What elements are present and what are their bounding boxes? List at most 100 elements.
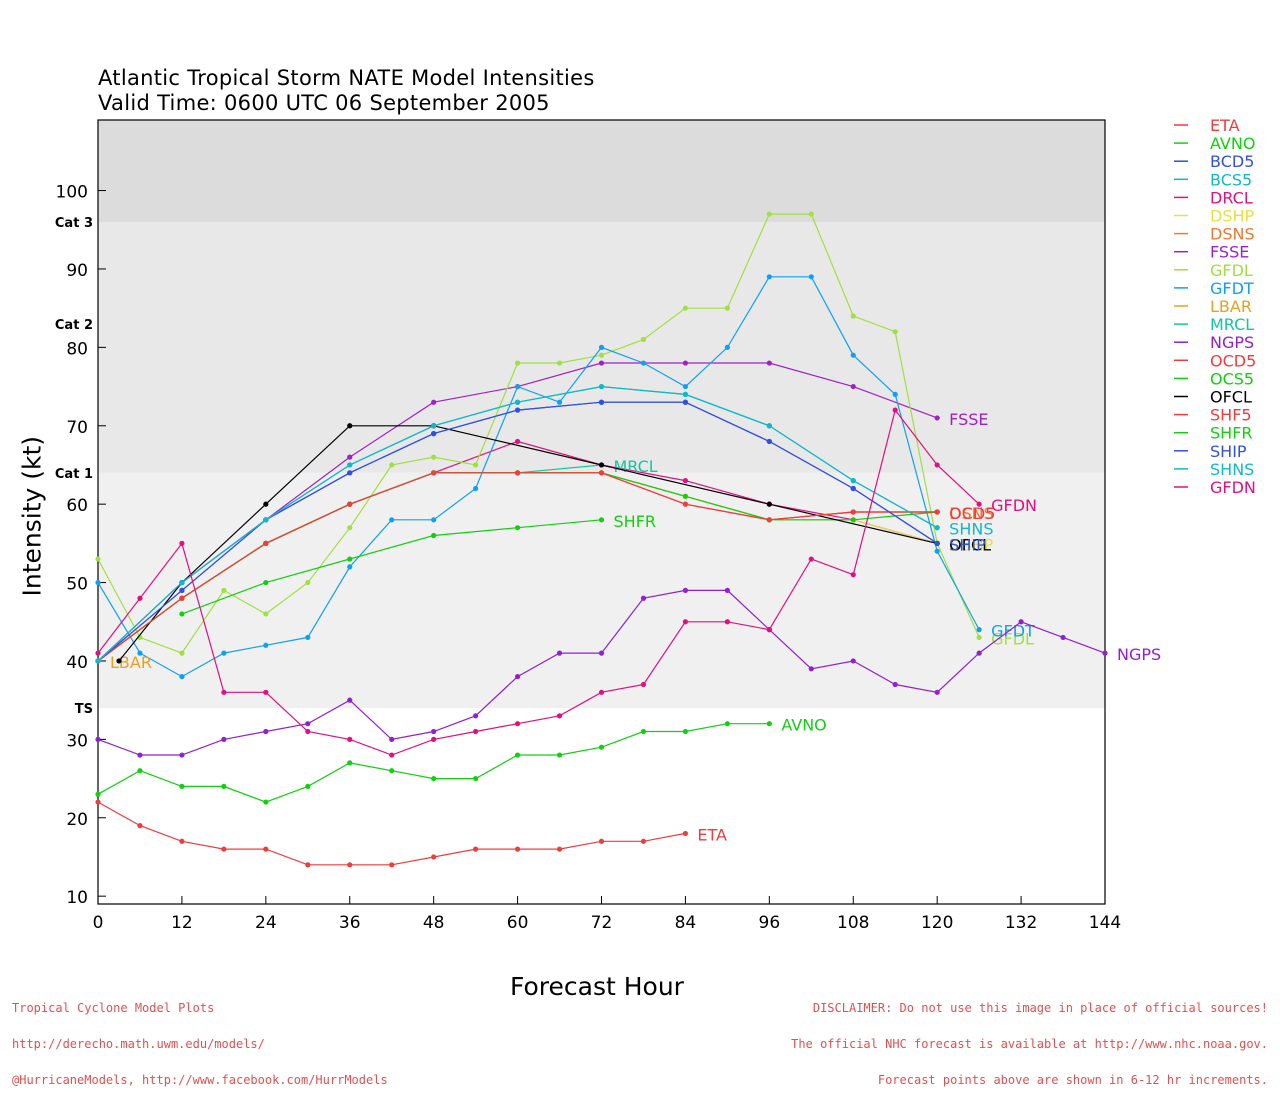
data-point — [431, 431, 437, 437]
data-point — [263, 799, 269, 805]
data-point — [598, 462, 605, 468]
data-point — [514, 525, 521, 531]
data-point — [892, 329, 898, 335]
data-point — [934, 548, 940, 554]
series-line — [181, 519, 602, 615]
data-point — [95, 650, 101, 656]
data-point — [766, 438, 772, 445]
data-point — [263, 579, 269, 586]
x-axis-label: Forecast Hour — [510, 972, 684, 1001]
data-point — [514, 721, 521, 727]
legend-label: SHF5 — [1210, 406, 1252, 425]
data-point — [766, 627, 772, 633]
legend-item: AVNO — [1174, 134, 1255, 153]
data-point — [766, 423, 772, 429]
data-point — [347, 462, 353, 468]
data-point — [850, 509, 856, 515]
series-line — [97, 408, 980, 756]
data-point — [766, 517, 772, 523]
x-tick-label: 60 — [507, 913, 529, 933]
data-point — [179, 595, 185, 601]
data-point — [305, 862, 311, 868]
legend-item: OCS5 — [1174, 369, 1254, 388]
x-tick-label: 108 — [837, 913, 869, 933]
series-gfdn: GFDN — [95, 407, 1037, 758]
legend-item: BCD5 — [1174, 152, 1254, 171]
data-point — [431, 532, 437, 539]
data-point — [221, 736, 227, 742]
data-point — [976, 634, 982, 641]
legend-label: SHIP — [1210, 442, 1247, 461]
x-tick-label: 120 — [921, 913, 953, 933]
y-tick-label: 60 — [66, 496, 88, 516]
data-point — [682, 493, 689, 499]
y-tick-label: 40 — [66, 653, 88, 673]
data-point — [514, 674, 521, 680]
legend-item: FSSE — [1174, 243, 1249, 262]
data-point — [347, 525, 353, 531]
x-tick-label: 24 — [255, 913, 277, 933]
footer-credit-line[interactable]: http://derecho.math.uwm.edu/models/ — [12, 1037, 265, 1051]
data-point — [473, 775, 479, 782]
data-point — [598, 470, 605, 476]
legend-label: GFDL — [1210, 261, 1253, 280]
data-point — [263, 540, 269, 546]
legend-label: SHNS — [1210, 460, 1254, 479]
data-point — [598, 360, 605, 366]
data-point — [598, 689, 605, 695]
disclaimer-line: The official NHC forecast is available a… — [791, 1037, 1268, 1051]
legend-label: SHFR — [1210, 424, 1253, 443]
data-point — [682, 619, 689, 625]
series-line — [97, 213, 980, 654]
legend-label: MRCL — [1210, 315, 1254, 334]
footer-credit-line: Tropical Cyclone Model Plots — [12, 1001, 215, 1015]
data-point — [850, 517, 856, 523]
legend-label: NGPS — [1210, 333, 1254, 352]
legend-label: OFCL — [1210, 388, 1252, 407]
data-point — [934, 509, 940, 515]
series-shfr: SHFR — [179, 512, 656, 617]
data-point — [640, 728, 647, 735]
legend-item: SHNS — [1174, 460, 1254, 479]
data-point — [682, 305, 689, 311]
data-point — [598, 352, 605, 358]
legend-label: OCD5 — [1210, 351, 1256, 370]
data-point — [473, 728, 479, 735]
data-point — [179, 650, 185, 656]
footer-credit-line[interactable]: @HurricaneModels, http://www.facebook.co… — [12, 1073, 388, 1087]
legend-item: SHFR — [1174, 424, 1253, 443]
data-point — [221, 783, 227, 790]
data-point — [263, 611, 269, 617]
data-point — [179, 587, 185, 594]
x-tick-label: 72 — [591, 913, 613, 933]
legend-label: BCS5 — [1210, 170, 1252, 189]
data-point — [347, 501, 353, 507]
legend-item: LBAR — [1174, 297, 1252, 316]
series-end-label: SHNS — [949, 520, 993, 539]
data-point — [976, 501, 982, 507]
data-point — [473, 713, 479, 719]
legend-label: ETA — [1210, 116, 1240, 135]
series-end-label: GFDL — [991, 629, 1034, 648]
data-point — [640, 360, 647, 366]
data-point — [514, 383, 521, 390]
data-point — [389, 736, 395, 742]
data-point — [976, 627, 982, 633]
data-point — [850, 478, 856, 484]
data-point — [305, 728, 311, 735]
y-tick-label: 30 — [66, 731, 88, 751]
series-end-label: NGPS — [1117, 645, 1161, 664]
series-gfdl: GFDL — [95, 211, 1034, 656]
data-point — [137, 595, 143, 601]
data-point — [431, 728, 437, 735]
data-point — [347, 862, 353, 868]
legend-label: LBAR — [1210, 297, 1252, 316]
data-point — [556, 752, 563, 758]
data-point — [431, 399, 437, 405]
x-tick-label: 36 — [339, 913, 361, 933]
data-point — [850, 572, 856, 578]
data-point — [598, 344, 605, 350]
data-point — [137, 823, 143, 829]
data-point — [221, 846, 227, 852]
data-point — [95, 579, 101, 586]
